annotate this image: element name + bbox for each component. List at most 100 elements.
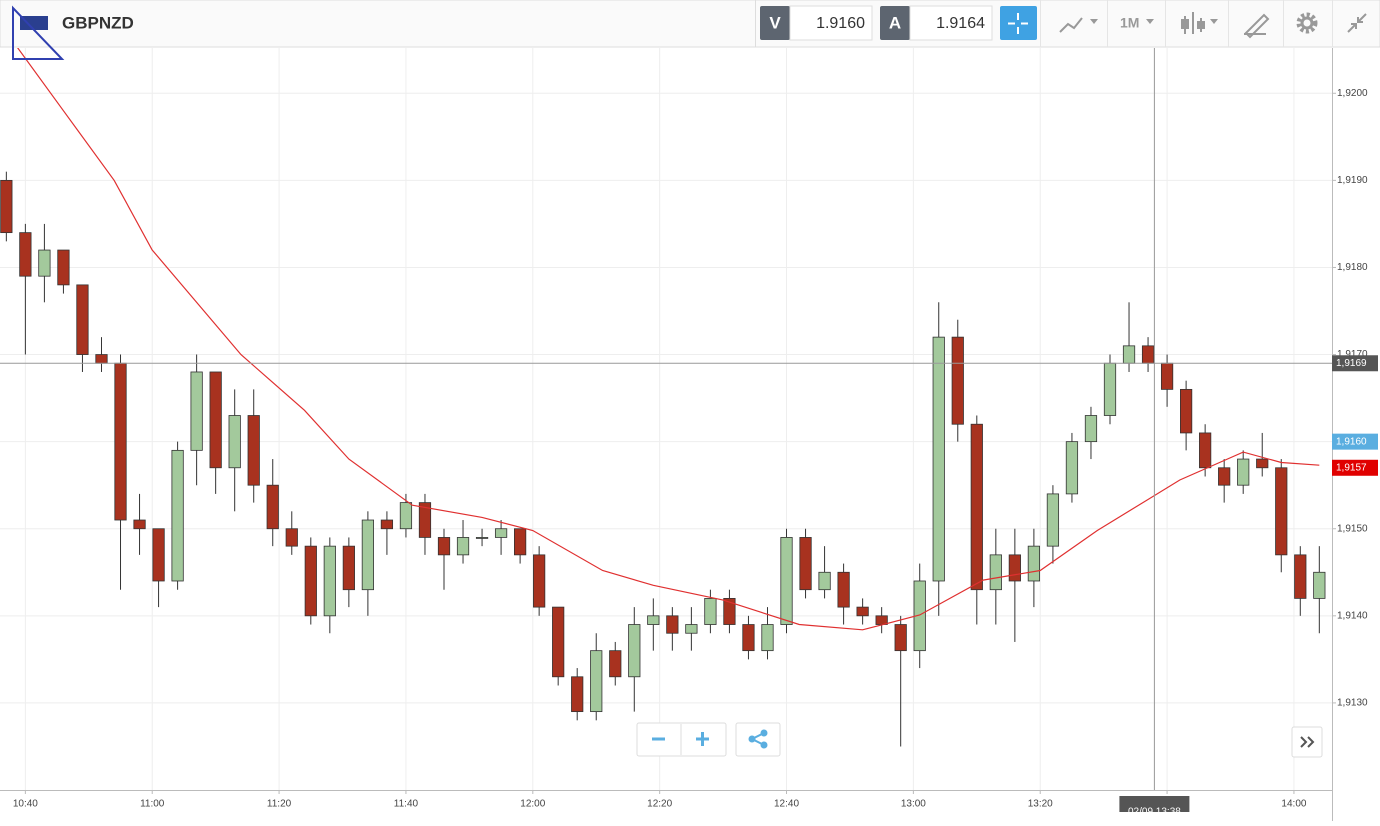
share-button[interactable] bbox=[735, 722, 781, 757]
candle-body bbox=[647, 615, 660, 625]
buy-price-box[interactable] bbox=[909, 5, 993, 41]
candle-body bbox=[494, 528, 508, 538]
y-tick-label: 1,9130 bbox=[1337, 698, 1368, 709]
candle-body bbox=[1103, 362, 1117, 416]
candle-body bbox=[0, 179, 13, 234]
y-tick-label: 1,9170 bbox=[1337, 349, 1368, 360]
candle-body bbox=[552, 606, 565, 678]
collapse-icon[interactable] bbox=[1347, 13, 1367, 33]
candle-body bbox=[1084, 415, 1098, 443]
price-marker-box bbox=[1332, 459, 1378, 476]
separator bbox=[1040, 0, 1041, 47]
settings-icon-core bbox=[1300, 16, 1314, 30]
price-marker-box bbox=[1332, 433, 1378, 450]
share-icon-dot bbox=[760, 741, 768, 749]
candle-body bbox=[228, 415, 241, 469]
x-tick-label: 12:20 bbox=[647, 799, 672, 810]
candle-body bbox=[1160, 362, 1174, 390]
y-tick-label: 1,9190 bbox=[1337, 175, 1368, 186]
candle-body bbox=[704, 598, 717, 625]
draw-icon[interactable] bbox=[1244, 13, 1270, 39]
symbol: GBPNZD bbox=[62, 13, 134, 32]
candle-body bbox=[837, 571, 850, 608]
crosshair-x-label: 02/09 13:38 bbox=[1128, 807, 1181, 818]
buy-price: 1.9164 bbox=[936, 15, 985, 32]
scroll-end-icon bbox=[1300, 736, 1315, 748]
separator bbox=[1332, 0, 1333, 47]
candle-body bbox=[913, 580, 926, 652]
candle-body bbox=[894, 624, 907, 652]
y-tick-label: 1,9150 bbox=[1337, 523, 1368, 534]
y-tick-label: 1,9200 bbox=[1337, 88, 1368, 99]
candle-body bbox=[285, 528, 298, 547]
candle-body bbox=[628, 624, 641, 678]
candle-body bbox=[590, 650, 603, 713]
candle-body bbox=[1218, 467, 1231, 486]
sell-price: 1.9160 bbox=[816, 15, 865, 32]
crosshair-icon bbox=[1008, 13, 1028, 34]
candle-body bbox=[152, 528, 165, 582]
candle-body bbox=[685, 624, 698, 634]
x-tick-label: 13:00 bbox=[901, 799, 926, 810]
x-tick-label: 10:40 bbox=[13, 799, 38, 810]
candle-body bbox=[323, 545, 336, 617]
candles-icon-body bbox=[1197, 21, 1205, 29]
x-tick-label: 11:00 bbox=[140, 799, 165, 810]
separator bbox=[755, 0, 756, 47]
candle-body bbox=[1275, 467, 1288, 556]
candle-body bbox=[1237, 458, 1250, 486]
candle-body bbox=[856, 606, 869, 617]
crosshair-button[interactable] bbox=[1000, 6, 1037, 40]
zoom-in-button[interactable] bbox=[696, 732, 709, 746]
candle-body bbox=[209, 371, 222, 469]
y-tick-label: 1,9180 bbox=[1337, 262, 1368, 273]
share-icon-dot bbox=[748, 735, 756, 743]
crosshair-x-label-box bbox=[1119, 796, 1190, 812]
candle-body bbox=[57, 249, 70, 286]
candle-body bbox=[932, 336, 945, 582]
dropdown-arrow bbox=[1090, 19, 1098, 24]
candle-body bbox=[133, 519, 146, 530]
crosshair-y-label-box bbox=[1332, 355, 1378, 372]
candles-icon-body bbox=[1181, 19, 1189, 29]
candle-body bbox=[114, 362, 127, 521]
separator bbox=[1283, 0, 1284, 47]
axes: 1,9130 1,9140 1,9150 1,9160 1,9170 1,9180 1,91… bbox=[13, 88, 1378, 818]
candle-body bbox=[666, 615, 679, 634]
grid bbox=[0, 48, 1332, 790]
candle-body bbox=[799, 537, 812, 591]
candle-body bbox=[456, 537, 470, 556]
dropdown-arrow bbox=[1146, 19, 1154, 24]
price-marker-label: 1,9160 bbox=[1336, 436, 1367, 447]
candle-body bbox=[475, 537, 489, 539]
drawing-triangle bbox=[12, 5, 65, 60]
buy-button[interactable] bbox=[880, 6, 910, 40]
candle-body bbox=[38, 249, 51, 277]
toolbar bbox=[0, 0, 1380, 48]
candle-body bbox=[418, 502, 432, 538]
candle-body bbox=[1294, 554, 1307, 599]
candle-body bbox=[1141, 345, 1155, 364]
candle-body bbox=[95, 354, 108, 364]
candle-body bbox=[399, 502, 413, 530]
candle-body bbox=[970, 423, 983, 591]
sell-price-box[interactable] bbox=[789, 5, 873, 41]
candle-body bbox=[1180, 388, 1193, 434]
x-tick-label: 11:20 bbox=[267, 799, 292, 810]
timeframe[interactable]: 1M bbox=[1120, 15, 1139, 31]
candle-body bbox=[1008, 554, 1021, 582]
candle-body bbox=[723, 598, 736, 625]
chart-type-icon[interactable] bbox=[1059, 17, 1083, 33]
x-tick-label: 13:20 bbox=[1028, 799, 1053, 810]
sell-button[interactable] bbox=[760, 6, 790, 40]
candle-body bbox=[190, 371, 203, 451]
candle-body bbox=[989, 554, 1002, 591]
x-tick-label: 14:00 bbox=[1281, 799, 1306, 810]
x-tick-label: 12:40 bbox=[774, 799, 799, 810]
crosshair-y-label: 1,9169 bbox=[1336, 358, 1367, 369]
candle-body bbox=[437, 537, 451, 556]
candle-body bbox=[1046, 493, 1060, 547]
candle-body bbox=[571, 676, 584, 713]
settings-icon[interactable] bbox=[1296, 12, 1318, 34]
